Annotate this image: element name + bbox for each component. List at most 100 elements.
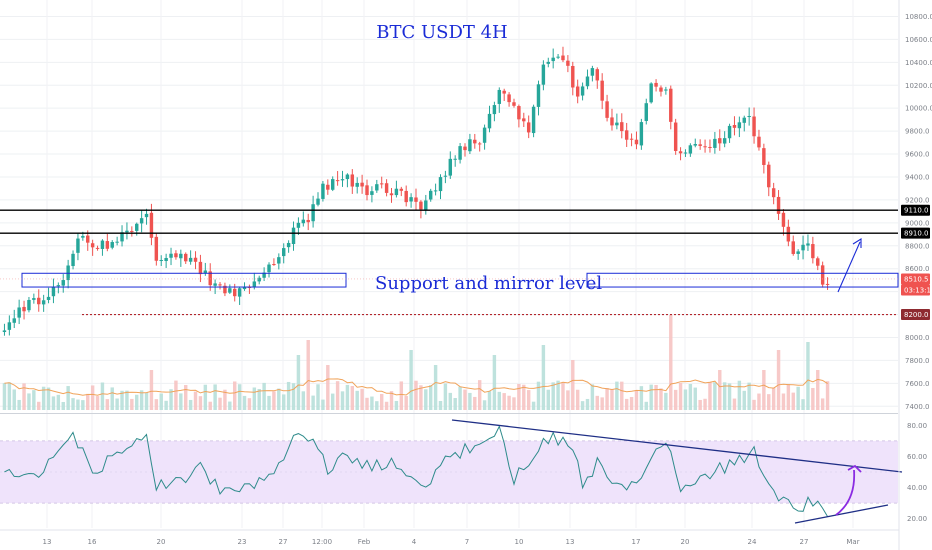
rsi-line (4, 425, 829, 517)
volume-bar (424, 389, 428, 410)
x-tick-label: 24 (748, 538, 757, 546)
volume-bar (321, 399, 325, 410)
candle-up (100, 240, 105, 249)
candle-up (32, 298, 36, 300)
volume-bar (115, 398, 119, 410)
volume-bar (688, 383, 693, 410)
volume-bar (12, 389, 16, 410)
volume-bar (345, 384, 350, 410)
volume-bar (526, 390, 531, 410)
volume-bar (37, 401, 41, 410)
last-price-tag-bg (901, 273, 930, 285)
candle-down (463, 146, 467, 151)
volume-bar (502, 393, 506, 410)
key-levels[interactable] (0, 209, 898, 316)
candle-up (737, 122, 742, 129)
candle-up (409, 197, 413, 202)
candle-down (600, 80, 604, 101)
rsi-panel[interactable] (0, 419, 903, 524)
candle-up (742, 117, 746, 123)
candle-down (820, 265, 825, 285)
volume-bar (438, 400, 443, 410)
y-tick-label: 7600.0 (905, 380, 930, 388)
volume-bar (125, 390, 129, 410)
y-tick-label: 9400.0 (905, 173, 930, 181)
candle-down (306, 219, 310, 223)
candle-down (673, 122, 678, 151)
volume-bar (193, 391, 198, 410)
volume-bar (433, 365, 438, 410)
y-tick-label: 8600.0 (905, 265, 930, 273)
candle-down (811, 244, 815, 259)
candle-up (806, 243, 810, 246)
volume-bar (781, 393, 786, 410)
countdown-tag: 03:13:10 (904, 286, 932, 294)
candle-up (688, 145, 693, 154)
volume-bar (198, 396, 203, 410)
candle-up (713, 138, 717, 148)
candle-up (286, 242, 291, 248)
volume-bar (100, 382, 105, 410)
candle-up (213, 283, 217, 286)
candlesticks[interactable] (2, 46, 830, 336)
candle-up (644, 103, 648, 121)
candle-up (203, 270, 208, 274)
candle-up (257, 277, 261, 282)
volume-bar (482, 400, 487, 410)
candle-down (816, 258, 820, 266)
candle-down (507, 94, 511, 103)
volume-bar (428, 385, 433, 410)
volume-bar (820, 398, 825, 410)
volume-bar (507, 395, 511, 410)
volume-bar (806, 342, 810, 410)
volume-bar (762, 370, 766, 410)
volume-bar (316, 384, 320, 410)
candle-up (394, 188, 399, 196)
candle-up (590, 68, 595, 76)
candle-up (71, 253, 75, 267)
volume-bar (296, 355, 301, 410)
candle-down (571, 65, 575, 88)
bullish-arrow-line (837, 241, 861, 293)
candle-up (311, 204, 315, 222)
candle-up (61, 280, 65, 286)
volume-bar (218, 397, 222, 410)
rsi-tick-label: 60.00 (907, 453, 927, 461)
rsi-trendline-support (794, 504, 889, 524)
candle-up (76, 238, 80, 253)
volume-bar (634, 390, 639, 410)
volume-bar (659, 388, 663, 410)
volume-bar (771, 387, 776, 410)
x-tick-label: 20 (681, 538, 690, 546)
volume-bar (164, 400, 168, 410)
candle-down (512, 102, 516, 106)
volume-bar (154, 399, 159, 410)
candle-down (198, 261, 203, 275)
volume-bar (262, 382, 266, 410)
volume-bar (757, 393, 761, 410)
candle-down (605, 101, 609, 118)
x-tick-label: 16 (88, 538, 97, 546)
volume-bar (722, 382, 727, 410)
y-tick-label: 9600.0 (905, 151, 930, 159)
volume-bar (277, 388, 281, 410)
volume-bar (718, 370, 722, 410)
candle-down (247, 287, 252, 289)
candle-down (781, 212, 786, 227)
volume-bar (727, 383, 732, 410)
grid-lines (0, 0, 898, 528)
candle-up (51, 287, 56, 297)
candle-up (722, 138, 727, 144)
drawings[interactable] (0, 238, 899, 293)
rsi-purple-arrowhead (847, 464, 862, 473)
candle-up (242, 287, 247, 290)
candle-up (487, 113, 492, 129)
candle-up (428, 190, 433, 200)
volume-bar (600, 397, 604, 410)
volume-bar (816, 370, 820, 410)
candle-down (678, 151, 683, 154)
volume-bar (203, 384, 208, 410)
rsi-tick-label: 80.00 (907, 422, 927, 430)
